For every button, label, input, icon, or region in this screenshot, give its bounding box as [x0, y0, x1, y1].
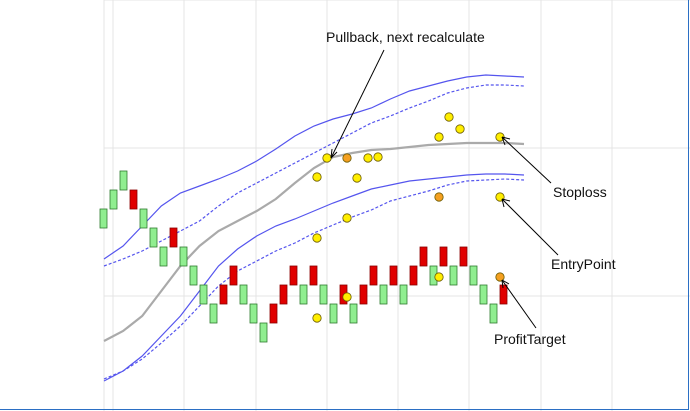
annotations: Pullback, next recalculate Stoploss Entr… [326, 29, 616, 347]
down-brick [289, 265, 298, 286]
arrowhead-entrypoint [501, 198, 511, 208]
up-brick [489, 303, 498, 324]
marker-entry [342, 213, 352, 223]
down-brick [409, 265, 418, 286]
up-brick [119, 170, 128, 191]
annotation-arrows [330, 49, 559, 329]
series-line-lower-dashed [103, 178, 525, 380]
marker-target [495, 132, 505, 142]
arrowhead-profittarget [501, 279, 510, 289]
marker-stop [342, 153, 352, 163]
down-brick [459, 246, 468, 267]
up-brick [189, 265, 198, 286]
up-brick [209, 303, 218, 324]
annotation-profittarget: ProfitTarget [494, 331, 566, 347]
up-brick [349, 303, 358, 324]
up-brick [109, 189, 118, 210]
marker-entry [312, 313, 322, 323]
arrow-profittarget [501, 279, 537, 329]
series-line-lower-band [103, 173, 525, 382]
marker-stop [495, 272, 505, 282]
down-brick [439, 246, 448, 267]
marker-stop [352, 173, 362, 183]
arrowhead-pullback [330, 148, 338, 159]
up-brick [179, 246, 188, 267]
up-brick [199, 284, 208, 305]
down-brick [129, 189, 138, 210]
arrow-pullback [330, 49, 385, 159]
down-brick [369, 265, 378, 286]
up-brick [319, 284, 328, 305]
down-brick [499, 284, 508, 305]
down-brick [279, 284, 288, 305]
series-line-upper-band [103, 74, 525, 260]
arrow-entrypoint [501, 198, 559, 256]
annotation-stoploss: Stoploss [553, 184, 607, 200]
indicator-lines [103, 74, 525, 382]
up-brick [329, 303, 338, 324]
marker-stop [434, 272, 444, 282]
marker-stop [312, 172, 322, 182]
up-brick [379, 284, 388, 305]
down-brick [309, 265, 318, 286]
down-brick [359, 284, 368, 305]
arrow-stoploss [501, 136, 552, 184]
up-brick [149, 227, 158, 248]
marker-stop [363, 153, 373, 163]
annotation-entrypoint: EntryPoint [551, 256, 616, 272]
down-brick [269, 303, 278, 324]
up-brick [479, 284, 488, 305]
renko-bricks [99, 170, 508, 343]
annotation-pullback: Pullback, next recalculate [326, 29, 485, 45]
arrowhead-stoploss [501, 136, 511, 146]
up-brick [399, 284, 408, 305]
marker-stop [373, 152, 383, 162]
series-line-gray-ma [103, 141, 525, 342]
marker-target [444, 112, 454, 122]
down-brick [419, 246, 428, 267]
up-brick [159, 246, 168, 267]
grid-lines [103, 0, 690, 411]
down-brick [389, 265, 398, 286]
up-brick [299, 284, 308, 305]
down-brick [169, 227, 178, 248]
down-brick [229, 265, 238, 286]
up-brick [249, 303, 258, 324]
marker-target [455, 124, 465, 134]
up-brick [239, 284, 248, 305]
up-brick [469, 265, 478, 286]
up-brick [449, 265, 458, 286]
marker-stop [322, 153, 332, 163]
marker-stop [434, 192, 444, 202]
up-brick [259, 322, 268, 343]
marker-target [434, 132, 444, 142]
up-brick [99, 208, 108, 229]
marker-entry [342, 292, 352, 302]
marker-entry [312, 233, 322, 243]
up-brick [139, 208, 148, 229]
down-brick [219, 284, 228, 305]
